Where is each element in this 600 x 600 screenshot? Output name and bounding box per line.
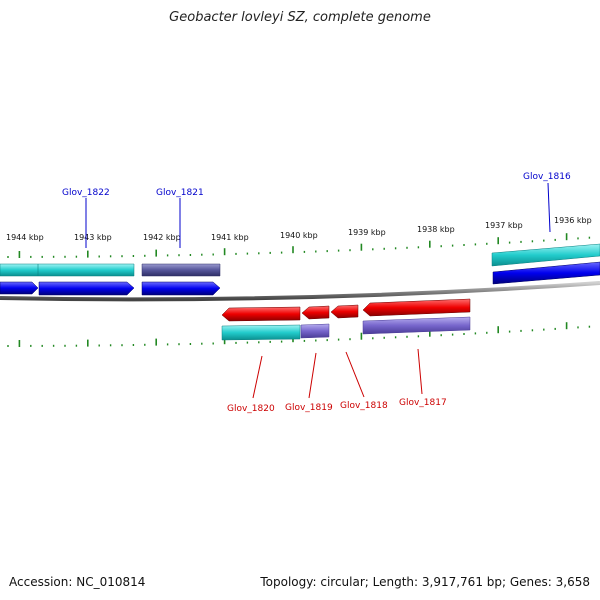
gene-arrow-glov-1819[interactable] <box>301 305 330 320</box>
gene-arrow-glov-1817[interactable] <box>362 298 471 317</box>
kbp-label-1942: 1942 kbp <box>143 233 181 242</box>
accession-label: Accession: NC_010814 <box>9 575 146 589</box>
kbp-label-1943: 1943 kbp <box>74 233 112 242</box>
gene-label-glov-1817[interactable]: Glov_1817 <box>399 398 447 408</box>
kbp-label-1938: 1938 kbp <box>417 225 455 234</box>
lower-tick-ruler <box>7 322 591 347</box>
leader-line-glov-1819 <box>308 352 317 399</box>
gene-label-glov-1816[interactable]: Glov_1816 <box>523 172 571 182</box>
genome-summary: Topology: circular; Length: 3,917,761 bp… <box>260 575 590 589</box>
gene-label-glov-1821[interactable]: Glov_1821 <box>156 188 204 198</box>
gene-label-glov-1819[interactable]: Glov_1819 <box>285 403 333 413</box>
upper-tick-ruler <box>7 233 591 258</box>
genome-title: Geobacter lovleyi SZ, complete genome <box>169 10 431 25</box>
cds-feature-slate[interactable] <box>141 263 221 277</box>
leader-line-glov-1816 <box>547 182 551 233</box>
leader-line-glov-1818 <box>345 351 365 398</box>
kbp-label-1944: 1944 kbp <box>6 233 44 242</box>
kbp-label-1937: 1937 kbp <box>485 221 523 230</box>
cds-feature-lavender[interactable] <box>362 316 471 335</box>
cds-feature-cyan[interactable] <box>0 263 135 277</box>
kbp-label-1939: 1939 kbp <box>348 228 386 237</box>
cds-feature-cyan[interactable] <box>491 243 600 267</box>
gene-label-glov-1818[interactable]: Glov_1818 <box>340 401 388 411</box>
gene-arrow-glov-1816[interactable] <box>492 261 600 285</box>
gene-arrow-glov-1818[interactable] <box>330 304 359 319</box>
gene-label-glov-1822[interactable]: Glov_1822 <box>62 188 110 198</box>
gene-arrow-forward[interactable] <box>0 281 39 295</box>
leader-line-glov-1817 <box>417 348 423 395</box>
gene-label-glov-1820[interactable]: Glov_1820 <box>227 404 275 414</box>
gene-arrow-glov-1822[interactable] <box>38 281 135 296</box>
cds-feature-cyan[interactable] <box>221 324 301 341</box>
gene-arrow-glov-1820[interactable] <box>221 306 301 322</box>
kbp-label-1940: 1940 kbp <box>280 231 318 240</box>
leader-line-glov-1820 <box>252 355 263 399</box>
kbp-label-1936: 1936 kbp <box>554 216 592 225</box>
gene-arrow-glov-1821[interactable] <box>141 281 221 296</box>
genome-backbone <box>0 281 600 302</box>
cds-feature-lavender[interactable] <box>300 323 330 339</box>
kbp-label-1941: 1941 kbp <box>211 233 249 242</box>
